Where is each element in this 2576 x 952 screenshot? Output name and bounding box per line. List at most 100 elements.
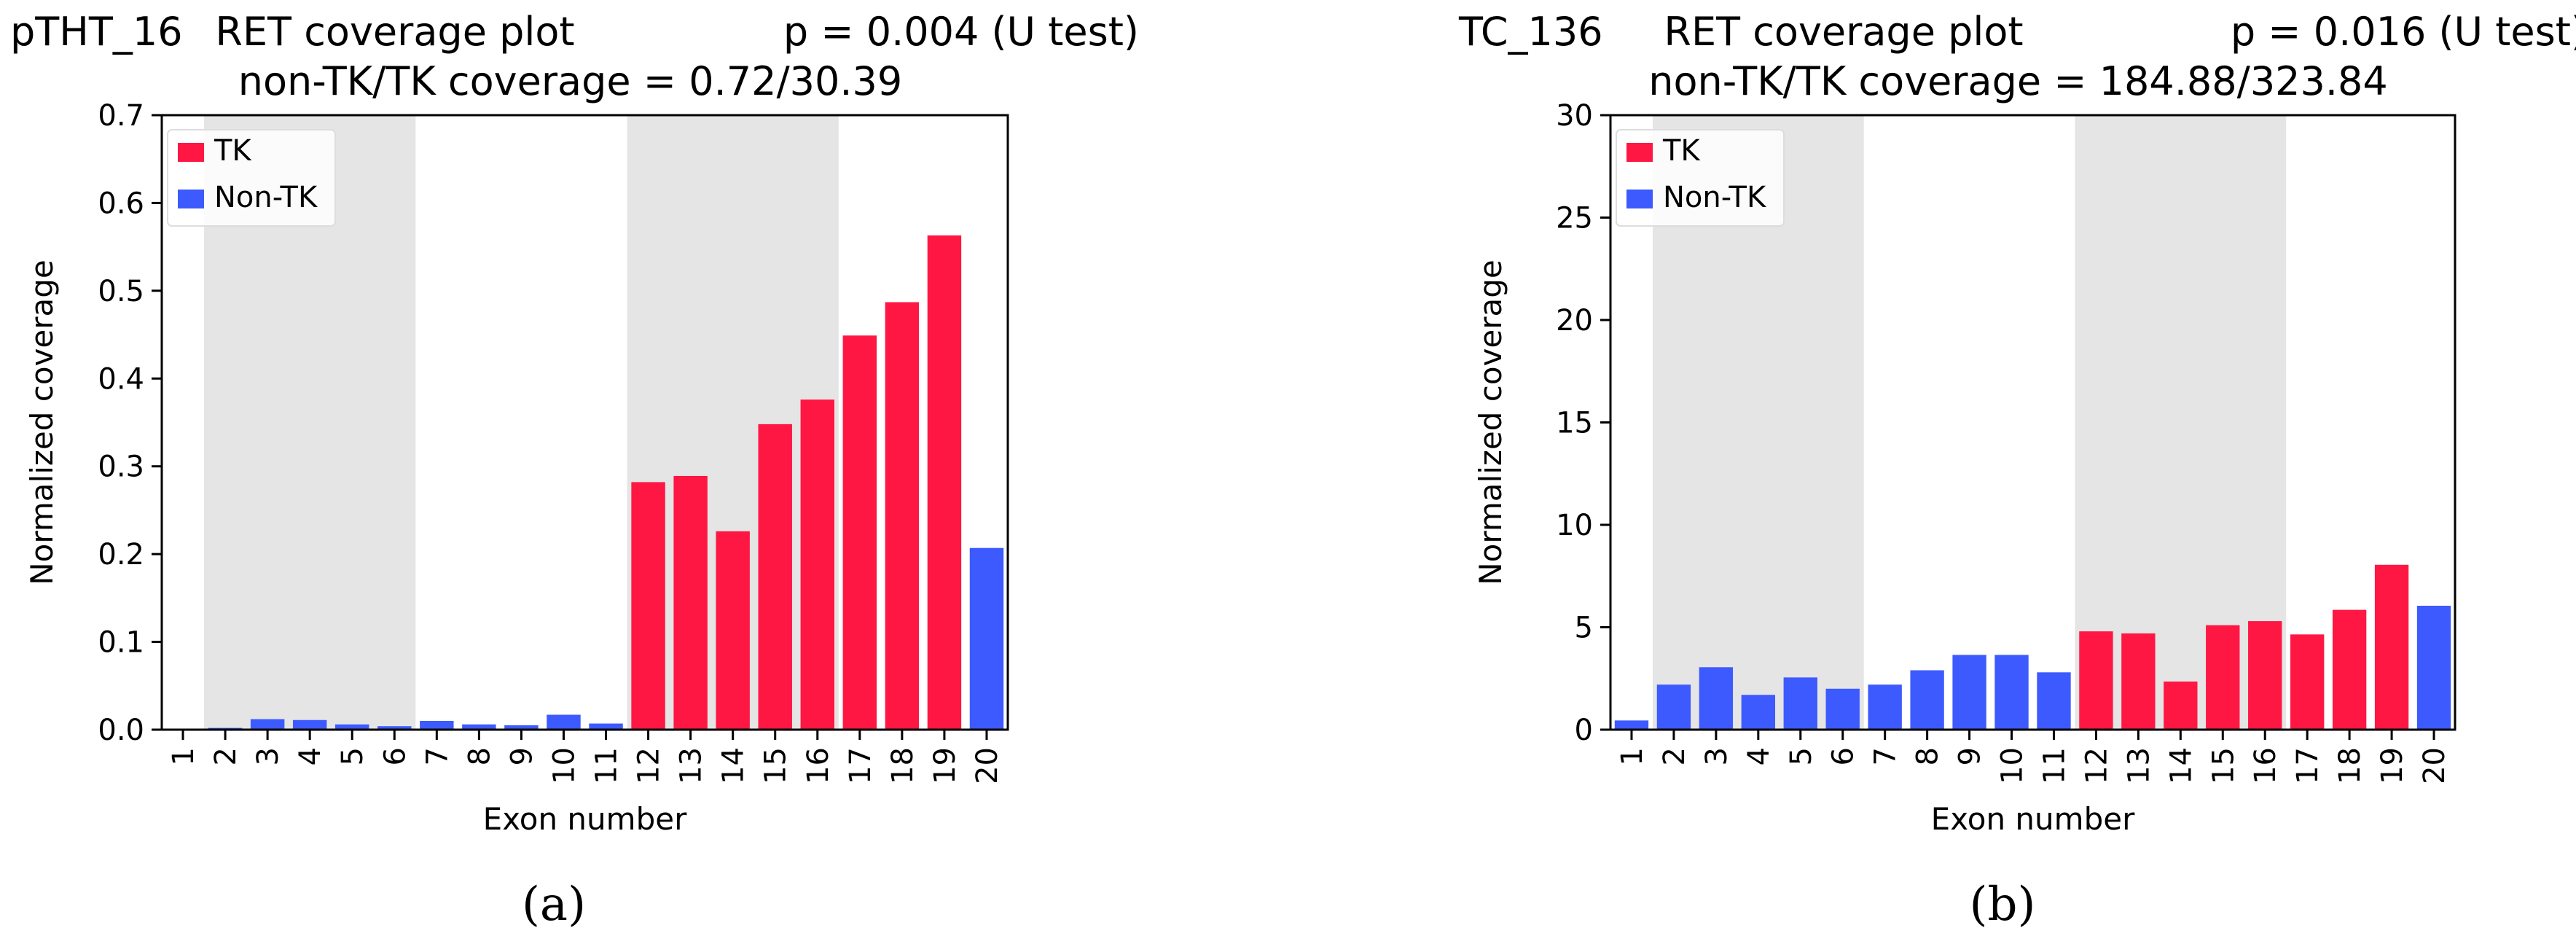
- bar-exon-5: [1783, 677, 1817, 730]
- y-tick-label: 0.0: [98, 714, 144, 747]
- y-tick-label: 10: [1556, 509, 1593, 542]
- bar-exon-10: [547, 714, 581, 730]
- x-tick-label: 17: [2291, 747, 2325, 784]
- x-tick-label: 9: [505, 747, 539, 765]
- x-tick-label: 16: [2249, 747, 2282, 784]
- bar-exon-19: [2374, 564, 2409, 730]
- y-tick-label: 0.6: [98, 187, 144, 220]
- bar-exon-4: [292, 719, 327, 730]
- bar-exon-13: [2121, 633, 2156, 730]
- legend: TK Non-TK: [167, 129, 336, 227]
- x-tick-label: 9: [1954, 747, 1987, 765]
- x-tick-label: 3: [1700, 747, 1734, 765]
- bar-exon-4: [1741, 695, 1776, 730]
- bar-exon-7: [1868, 684, 1902, 730]
- x-tick-label: 12: [633, 747, 666, 784]
- bar-exon-13: [673, 475, 708, 730]
- x-tick-label: 5: [1785, 747, 1818, 765]
- y-tick-label: 5: [1575, 612, 1593, 645]
- bar-exon-16: [800, 399, 834, 730]
- legend-swatch-non-tk: [1626, 190, 1653, 208]
- legend-label: TK: [214, 134, 252, 168]
- x-tick-label: 2: [1658, 747, 1691, 765]
- x-tick-label: 11: [2037, 747, 2071, 784]
- y-tick-label: 0.7: [98, 99, 144, 133]
- bar-exon-15: [758, 424, 792, 730]
- x-tick-label: 13: [675, 747, 708, 784]
- x-tick-label: 12: [2080, 747, 2113, 784]
- title-p-value: p = 0.016 (U test): [2231, 9, 2576, 55]
- bar-exon-8: [462, 724, 496, 730]
- legend-box: [1616, 129, 1785, 227]
- title-sample-id: TC_136: [1458, 9, 1603, 55]
- x-tick-label: 18: [2333, 747, 2367, 784]
- x-tick-label: 8: [463, 747, 496, 765]
- x-tick-label: 13: [2122, 747, 2156, 784]
- x-tick-label: 16: [802, 747, 835, 784]
- x-tick-label: 20: [971, 747, 1004, 784]
- title-plot-name: RET coverage plot: [215, 9, 574, 55]
- bar-exon-12: [631, 482, 665, 730]
- x-tick-label: 10: [1996, 747, 2029, 784]
- bar-exon-18: [2332, 609, 2367, 730]
- x-tick-label: 17: [844, 747, 877, 784]
- y-axis-label: Normalized coverage: [1473, 260, 1508, 585]
- x-tick-label: 15: [2207, 747, 2240, 784]
- bar-exon-7: [420, 720, 454, 730]
- plot-frame: [160, 114, 1009, 731]
- x-tick-label: 11: [590, 747, 624, 784]
- title-plot-name: RET coverage plot: [1664, 9, 2023, 55]
- y-tick-label: 0: [1575, 714, 1593, 747]
- x-tick-label: 7: [1869, 747, 1903, 765]
- legend-swatch-tk: [1626, 143, 1653, 162]
- x-axis-label: Exon number: [483, 801, 687, 837]
- bar-exon-3: [1699, 667, 1734, 730]
- bar-exon-17: [842, 335, 877, 730]
- x-tick-label: 1: [167, 747, 200, 765]
- y-tick-label: 0.3: [98, 450, 144, 484]
- y-tick-label: 15: [1556, 407, 1593, 440]
- x-tick-label: 20: [2418, 747, 2451, 784]
- title-coverage-ratio: non-TK/TK coverage = 184.88/323.84: [1648, 58, 2388, 104]
- bar-exon-6: [377, 726, 412, 730]
- y-tick-label: 20: [1556, 304, 1593, 338]
- bar-exon-14: [716, 531, 750, 730]
- bar-exon-6: [1825, 688, 1860, 730]
- x-tick-label: 6: [1827, 747, 1860, 765]
- title-p-value: p = 0.004 (U test): [783, 9, 1139, 55]
- x-tick-label: 3: [251, 747, 285, 765]
- bar-exon-17: [2290, 634, 2325, 730]
- x-tick-label: 10: [547, 747, 581, 784]
- y-tick-label: 0.1: [98, 626, 144, 660]
- legend-label: Non-TK: [1663, 181, 1767, 214]
- x-tick-label: 4: [1742, 747, 1776, 765]
- bar-exon-10: [1994, 655, 2029, 730]
- x-tick-label: 8: [1911, 747, 1945, 765]
- x-tick-label: 2: [209, 747, 243, 765]
- x-tick-label: 6: [378, 747, 412, 765]
- panel-a-chart: 0.00.10.20.30.40.50.60.71 2 3 4 5 6 7 8 9 10 11 12 1…: [10, 9, 1139, 837]
- bar-exon-11: [589, 723, 623, 730]
- bar-exon-20: [969, 547, 1004, 730]
- x-tick-label: 19: [2376, 747, 2409, 784]
- x-tick-label: 1: [1616, 747, 1649, 765]
- bar-exon-1: [1614, 720, 1649, 730]
- x-tick-label: 7: [420, 747, 454, 765]
- y-tick-label: 0.4: [98, 362, 144, 396]
- legend-label: Non-TK: [214, 181, 318, 214]
- bar-exon-8: [1910, 670, 1944, 730]
- legend-label: TK: [1662, 134, 1701, 168]
- bar-exon-9: [504, 725, 539, 730]
- bar-exon-12: [2079, 631, 2113, 730]
- x-tick-label: 18: [886, 747, 920, 784]
- bar-exon-19: [927, 235, 962, 730]
- bar-exon-20: [2416, 605, 2451, 730]
- y-tick-label: 0.2: [98, 538, 144, 571]
- bar-exon-5: [335, 724, 369, 730]
- x-tick-label: 4: [294, 747, 327, 765]
- title-coverage-ratio: non-TK/TK coverage = 0.72/30.39: [238, 58, 902, 104]
- bar-exon-2: [1656, 684, 1691, 730]
- y-axis-label: Normalized coverage: [24, 260, 60, 585]
- bar-exon-9: [1952, 655, 1986, 730]
